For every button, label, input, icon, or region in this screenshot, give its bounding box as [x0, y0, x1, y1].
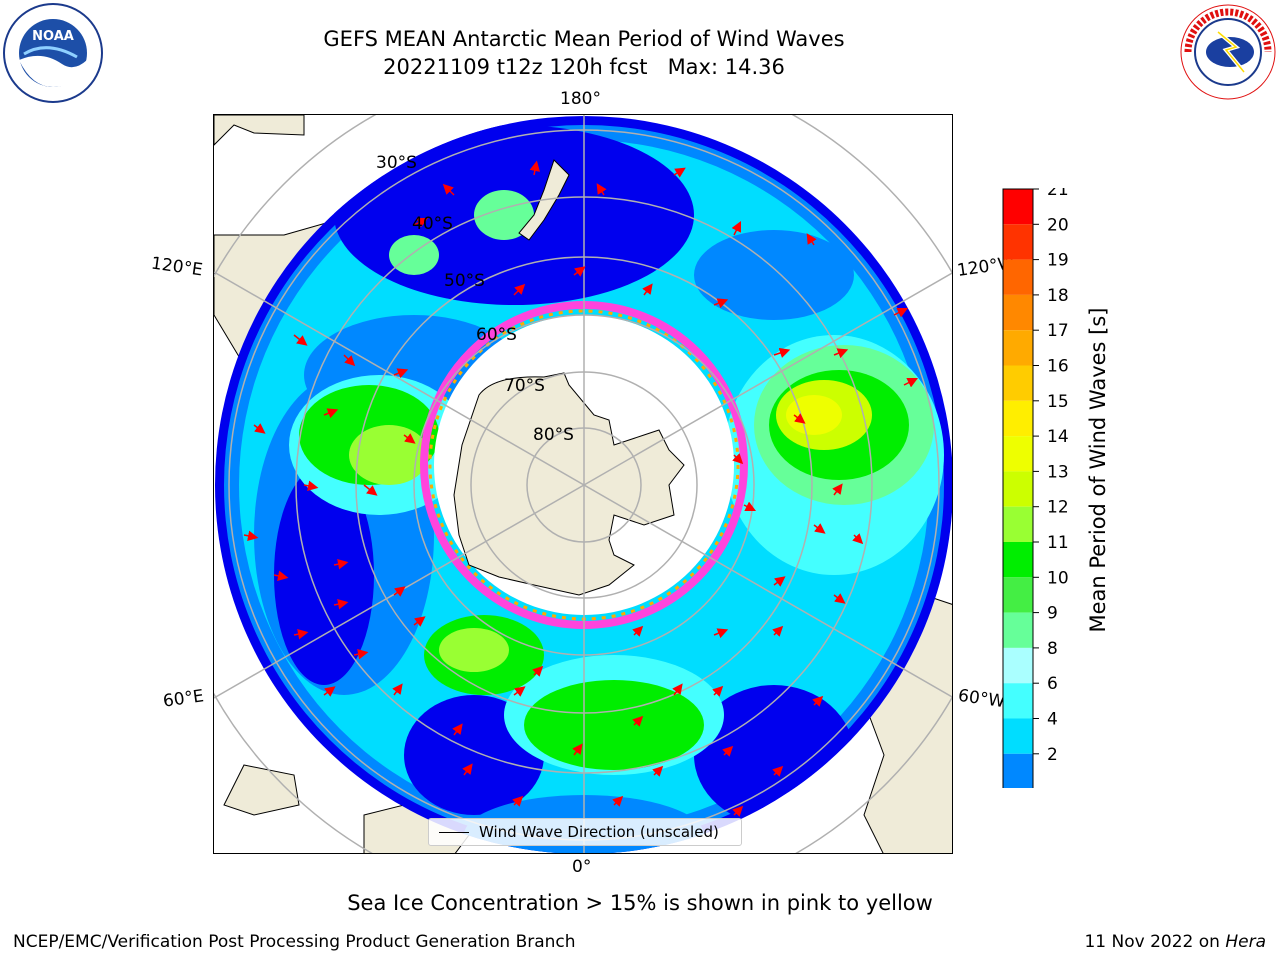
lon-label-60e: 60°E: [161, 686, 206, 712]
chart-subtitle: 20221109 t12z 120h fcst Max: 14.36: [383, 55, 785, 79]
colorbar-label: Mean Period of Wind Waves [s]: [1086, 307, 1110, 633]
colorbar-tick-label: 12: [1047, 498, 1069, 518]
colorbar-segment: [1003, 224, 1033, 260]
noaa-logo: NOAA: [2, 2, 104, 104]
credit-right: 11 Nov 2022 on Hera: [1084, 932, 1266, 952]
colorbar-segment: [1003, 294, 1033, 331]
map-canvas: [214, 115, 952, 853]
colorbar-tick-label: 11: [1047, 533, 1069, 553]
colorbar-tick-label: 15: [1047, 392, 1069, 412]
colorbar-segment: [1003, 612, 1033, 648]
lat-label-70s: 70°S: [504, 376, 545, 396]
credit-machine: Hera: [1225, 932, 1266, 952]
lat-label-80s: 80°S: [533, 425, 574, 445]
colorbar-segment: [1003, 753, 1033, 790]
colorbar-segment: [1003, 471, 1033, 507]
colorbar-segment: [1003, 577, 1033, 613]
nws-logo: [1178, 2, 1278, 102]
colorbar-segment: [1003, 683, 1033, 719]
svg-text:NOAA: NOAA: [32, 29, 74, 44]
colorbar-tick-label: 19: [1047, 251, 1069, 271]
colorbar-tick-label: 14: [1047, 427, 1069, 447]
colorbar-tick-label: 20: [1047, 215, 1069, 235]
colorbar-tick-label: 9: [1047, 604, 1058, 624]
credit-date: 11 Nov 2022 on: [1084, 932, 1226, 952]
colorbar-segment: [1003, 647, 1033, 684]
colorbar-tick-label: 21: [1047, 188, 1069, 200]
colorbar: 21 20 19 18 17 16 15 14 13 12 11 10 9 8 6 4 2: [1002, 180, 1102, 819]
lat-label-40s: 40°S: [412, 214, 453, 234]
colorbar-tick-label: 2: [1047, 745, 1058, 765]
colorbar-segment: [1003, 330, 1033, 366]
colorbar-segment: [1003, 436, 1033, 472]
chart-title: GEFS MEAN Antarctic Mean Period of Wind …: [323, 27, 845, 51]
map-legend: Wind Wave Direction (unscaled): [428, 818, 742, 846]
colorbar-segment: [1003, 259, 1033, 295]
wave-direction-arrows: [243, 160, 919, 817]
lon-label-0: 0°: [572, 857, 592, 877]
colorbar-tick-label: 6: [1047, 674, 1058, 694]
credit-left: NCEP/EMC/Verification Post Processing Pr…: [13, 932, 576, 952]
colorbar-tick-label: 13: [1047, 462, 1069, 482]
lon-label-180: 180°: [560, 89, 601, 109]
colorbar-tick-label: 18: [1047, 286, 1069, 306]
colorbar-segment: [1003, 718, 1033, 754]
colorbar-segment: [1003, 189, 1033, 225]
legend-line-swatch: [439, 832, 469, 833]
lon-label-120e: 120°E: [149, 253, 204, 281]
colorbar-segment: [1003, 400, 1033, 437]
legend-label: Wind Wave Direction (unscaled): [479, 823, 719, 841]
colorbar-tick-label: 16: [1047, 357, 1069, 377]
lon-label-60w: 60°W: [956, 685, 1007, 713]
lat-label-60s: 60°S: [476, 325, 517, 345]
footnote: Sea Ice Concentration > 15% is shown in …: [347, 891, 933, 915]
colorbar-tick-label: 10: [1047, 568, 1069, 588]
lat-label-30s: 30°S: [376, 153, 417, 173]
colorbar-segment: [1003, 365, 1033, 401]
lat-label-50s: 50°S: [444, 271, 485, 291]
colorbar-segment: [1003, 542, 1033, 578]
colorbar-tick-label: 8: [1047, 639, 1058, 659]
colorbar-tick-label: 17: [1047, 321, 1069, 341]
colorbar-segment: [1003, 506, 1033, 542]
polar-map: 30°S 40°S 50°S 60°S 70°S 80°S Wind Wave …: [213, 114, 953, 854]
colorbar-svg: 21 20 19 18 17 16 15 14 13 12 11 10 9 8 6 4 2: [1002, 180, 1069, 819]
colorbar-tick-label: 4: [1047, 710, 1058, 730]
